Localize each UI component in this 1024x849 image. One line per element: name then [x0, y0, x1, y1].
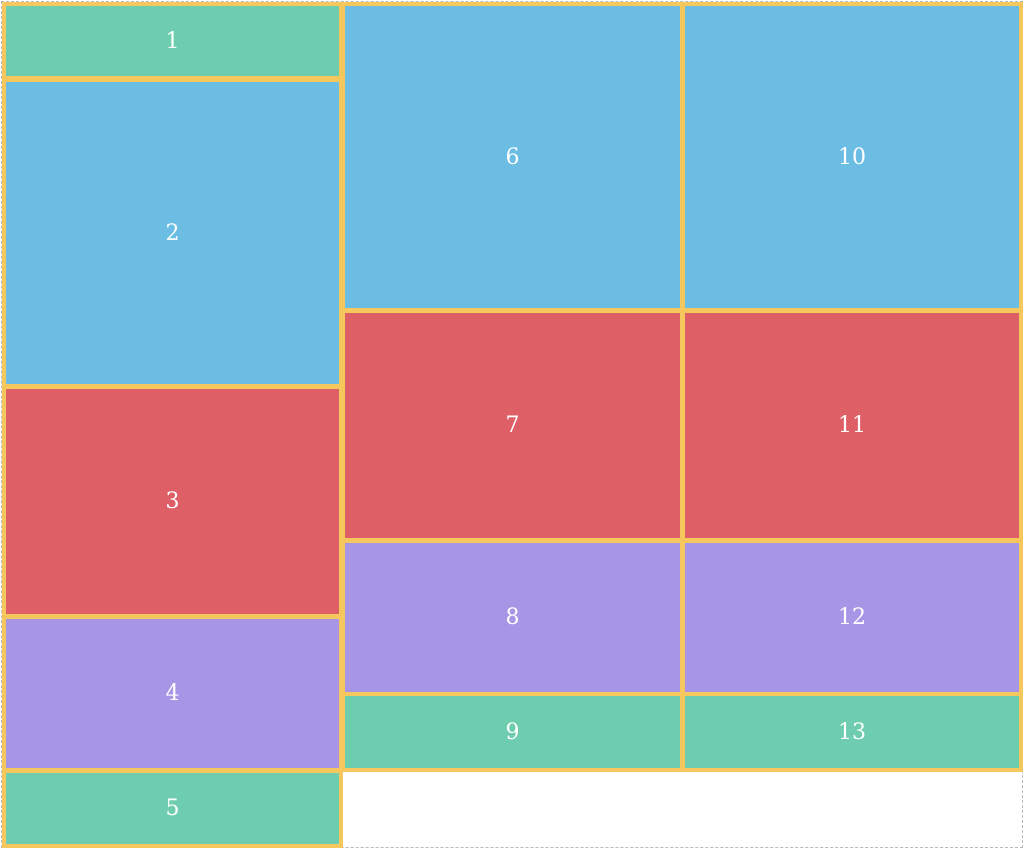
block-12: 12 — [681, 539, 1023, 696]
block-label: 11 — [838, 413, 866, 438]
block-label: 13 — [838, 719, 866, 745]
block-label: 10 — [838, 144, 866, 170]
block-2: 2 — [2, 78, 343, 388]
block-label: 6 — [505, 144, 520, 170]
block-label: 5 — [165, 796, 180, 821]
block-13: 13 — [681, 692, 1023, 772]
block-3: 3 — [2, 385, 343, 618]
block-label: 8 — [505, 605, 520, 630]
block-label: 9 — [505, 719, 520, 745]
block-4: 4 — [2, 615, 343, 772]
block-8: 8 — [341, 539, 684, 696]
block-10: 10 — [681, 2, 1023, 312]
block-label: 2 — [165, 220, 180, 246]
block-5: 5 — [2, 769, 343, 848]
block-6: 6 — [341, 2, 684, 312]
block-label: 4 — [165, 681, 180, 706]
block-label: 1 — [165, 28, 180, 54]
block-7: 7 — [341, 309, 684, 542]
block-1: 1 — [2, 2, 343, 80]
block-11: 11 — [681, 309, 1023, 542]
block-label: 3 — [165, 489, 180, 514]
block-label: 12 — [838, 605, 866, 630]
block-9: 9 — [341, 692, 684, 772]
block-label: 7 — [505, 413, 520, 438]
